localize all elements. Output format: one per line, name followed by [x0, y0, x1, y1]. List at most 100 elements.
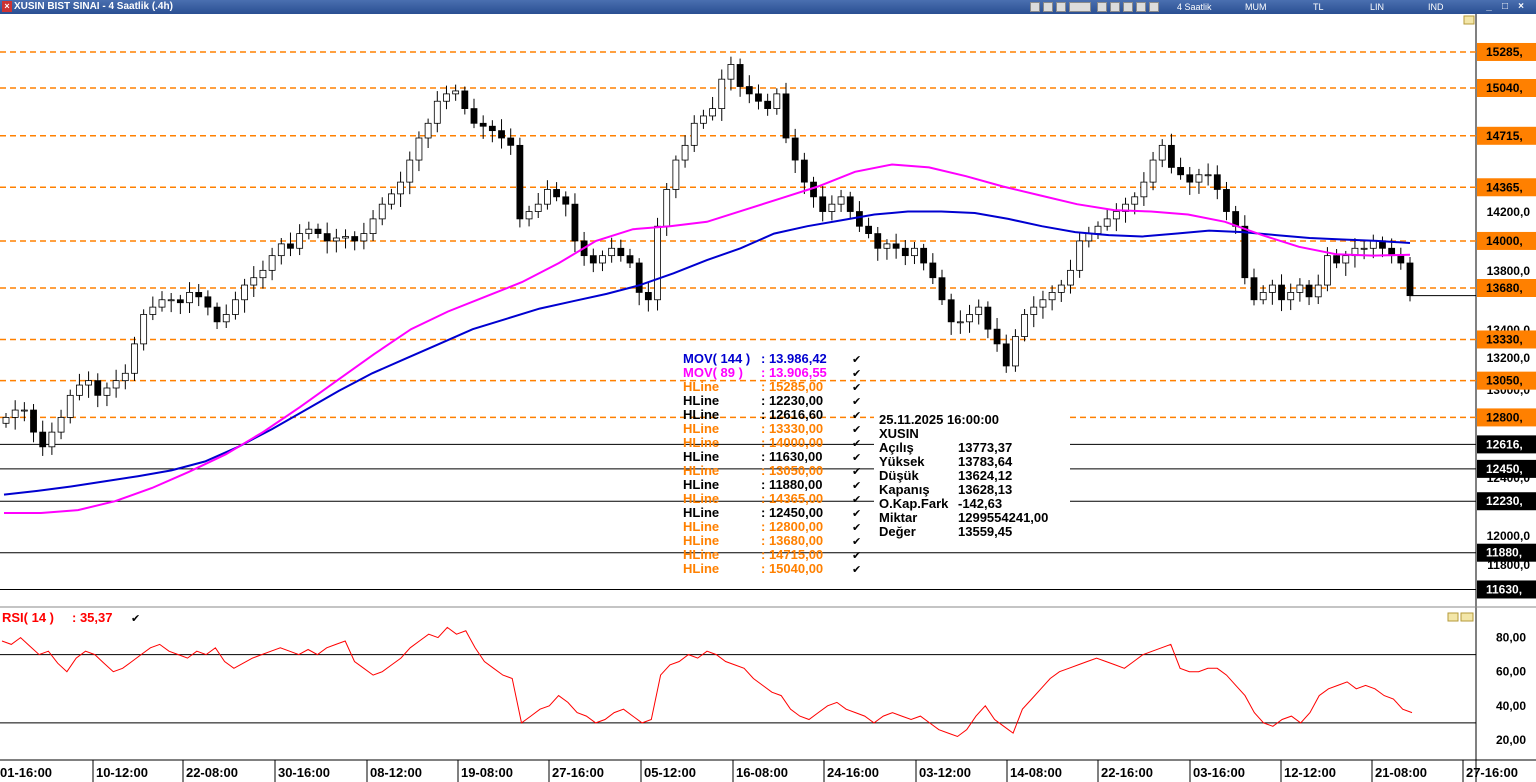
- candle[interactable]: [892, 233, 900, 259]
- candle[interactable]: [975, 299, 983, 325]
- candle[interactable]: [360, 222, 368, 250]
- candle[interactable]: [1287, 283, 1295, 311]
- candle[interactable]: [1333, 249, 1340, 269]
- candle[interactable]: [1406, 256, 1414, 302]
- candle[interactable]: [534, 193, 542, 218]
- period-selector[interactable]: 4 Saatlik: [1177, 2, 1212, 12]
- candle[interactable]: [865, 217, 872, 239]
- indicator-icon[interactable]: [1056, 2, 1066, 12]
- rsi-panel-close-icon[interactable]: [1460, 612, 1474, 622]
- candle[interactable]: [1149, 151, 1157, 191]
- candle[interactable]: [1076, 232, 1084, 278]
- candle[interactable]: [1112, 203, 1120, 232]
- candle[interactable]: [1039, 290, 1047, 319]
- candle[interactable]: [250, 266, 258, 297]
- candle[interactable]: [1250, 268, 1258, 306]
- candle[interactable]: [415, 131, 423, 172]
- candle[interactable]: [85, 371, 92, 398]
- candle[interactable]: [773, 88, 781, 115]
- candle[interactable]: [516, 137, 524, 228]
- candle[interactable]: [369, 210, 377, 241]
- candle[interactable]: [204, 290, 212, 316]
- candle[interactable]: [57, 409, 65, 440]
- candle[interactable]: [332, 228, 340, 253]
- candle[interactable]: [553, 182, 560, 202]
- candle[interactable]: [984, 301, 992, 339]
- chart-type-icon[interactable]: [1043, 2, 1053, 12]
- window-close-button[interactable]: ×: [1518, 1, 1524, 12]
- rsi-panel-restore-icon[interactable]: [1447, 612, 1459, 622]
- candle[interactable]: [1168, 133, 1175, 174]
- moving-average-line[interactable]: [4, 163, 1411, 514]
- candle[interactable]: [30, 404, 37, 443]
- candle[interactable]: [176, 294, 184, 315]
- candle[interactable]: [1241, 215, 1249, 285]
- candle[interactable]: [819, 186, 827, 222]
- candle[interactable]: [589, 248, 597, 273]
- candle[interactable]: [562, 191, 570, 217]
- candle[interactable]: [617, 239, 625, 262]
- candle[interactable]: [1186, 166, 1194, 195]
- candle[interactable]: [112, 369, 120, 398]
- candle[interactable]: [764, 93, 772, 116]
- candle[interactable]: [1158, 139, 1166, 168]
- candle[interactable]: [121, 364, 129, 390]
- draw-tool-icon[interactable]: [1030, 2, 1040, 12]
- candle[interactable]: [296, 224, 304, 256]
- candle[interactable]: [571, 193, 579, 253]
- candle[interactable]: [48, 422, 56, 455]
- candle[interactable]: [195, 284, 203, 307]
- candle[interactable]: [956, 310, 964, 334]
- candle[interactable]: [755, 84, 762, 110]
- candle[interactable]: [874, 226, 882, 261]
- currency-selector[interactable]: TL: [1313, 2, 1324, 12]
- candle[interactable]: [2, 413, 10, 428]
- candle[interactable]: [681, 135, 689, 168]
- candle[interactable]: [644, 282, 652, 312]
- candle[interactable]: [727, 56, 735, 91]
- candle[interactable]: [222, 304, 230, 328]
- candle[interactable]: [800, 152, 808, 195]
- candle[interactable]: [736, 58, 744, 97]
- candle[interactable]: [1012, 329, 1019, 372]
- candle[interactable]: [635, 258, 643, 306]
- candle[interactable]: [232, 291, 239, 320]
- candle[interactable]: [700, 109, 707, 129]
- indicator-selector[interactable]: IND: [1428, 2, 1444, 12]
- candle[interactable]: [599, 250, 606, 272]
- candle[interactable]: [791, 128, 799, 173]
- candle[interactable]: [277, 238, 285, 265]
- candle[interactable]: [1195, 168, 1203, 194]
- candle[interactable]: [654, 217, 661, 311]
- candle[interactable]: [1204, 163, 1212, 186]
- candle[interactable]: [837, 189, 845, 212]
- color-icon[interactable]: [1136, 2, 1146, 12]
- rsi-line[interactable]: [1, 626, 1413, 738]
- candle[interactable]: [690, 115, 698, 152]
- candle[interactable]: [901, 240, 909, 266]
- pencil-icon[interactable]: [1123, 2, 1133, 12]
- candle[interactable]: [131, 336, 138, 381]
- candle[interactable]: [488, 120, 496, 143]
- candle[interactable]: [1213, 165, 1221, 200]
- candle[interactable]: [103, 382, 111, 407]
- candle[interactable]: [1223, 181, 1230, 221]
- candle[interactable]: [470, 98, 478, 129]
- candle[interactable]: [929, 253, 937, 285]
- candle[interactable]: [938, 269, 946, 306]
- candle[interactable]: [158, 291, 166, 312]
- candle[interactable]: [828, 195, 836, 221]
- candle[interactable]: [1057, 279, 1065, 302]
- candle[interactable]: [433, 91, 441, 133]
- candle[interactable]: [314, 223, 322, 239]
- candle[interactable]: [406, 151, 414, 195]
- candle[interactable]: [1021, 309, 1028, 342]
- candle[interactable]: [39, 420, 47, 456]
- candle[interactable]: [846, 191, 854, 219]
- candle[interactable]: [323, 222, 331, 254]
- candle[interactable]: [1296, 278, 1304, 302]
- candle[interactable]: [1268, 279, 1276, 305]
- candle[interactable]: [378, 197, 386, 226]
- candle[interactable]: [424, 118, 432, 148]
